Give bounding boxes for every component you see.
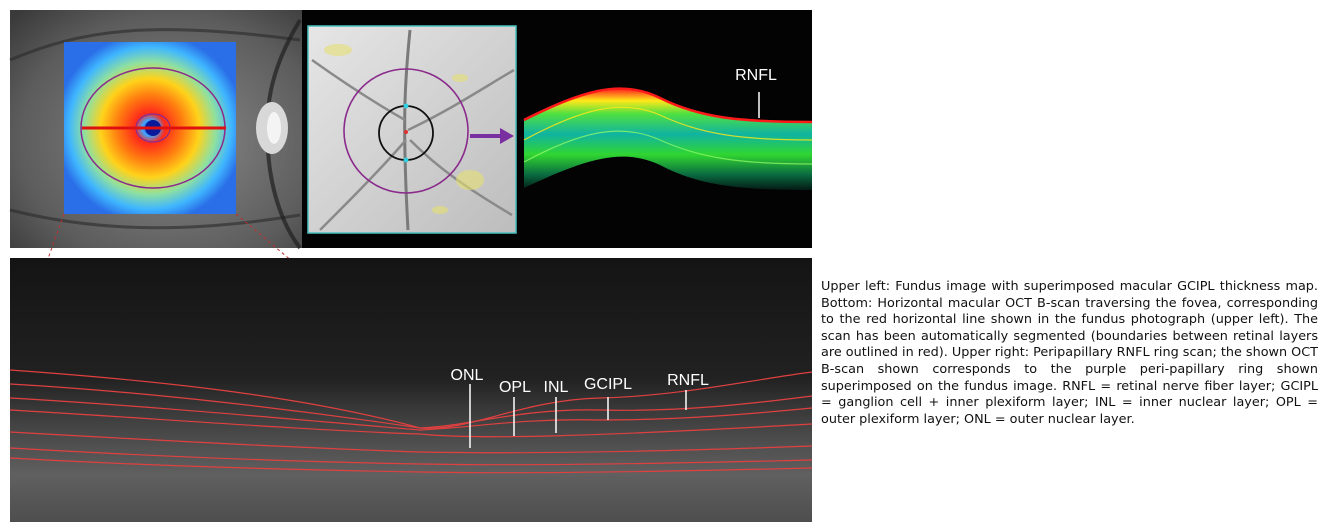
arrow-icon [470,128,514,144]
macular-bscan: ONL OPL INL GCIPL RNFL [9,258,813,522]
segmentation-lines [9,369,813,474]
rnfl-top-label: RNFL [735,67,777,84]
rnfl-ring-bscan: RNFL [523,67,813,190]
optic-disc-fundus [307,25,517,234]
inl-label: INL [544,379,569,396]
gcipl-label: GCIPL [584,376,632,393]
figure-caption: Upper left: Fundus image with superimpos… [821,279,1318,427]
peripapillary-ring [343,68,469,194]
rnfl-bottom-label: RNFL [667,372,709,389]
opl-label: OPL [499,379,531,396]
gcipl-thickness-map [64,42,236,214]
onl-label: ONL [451,367,484,384]
